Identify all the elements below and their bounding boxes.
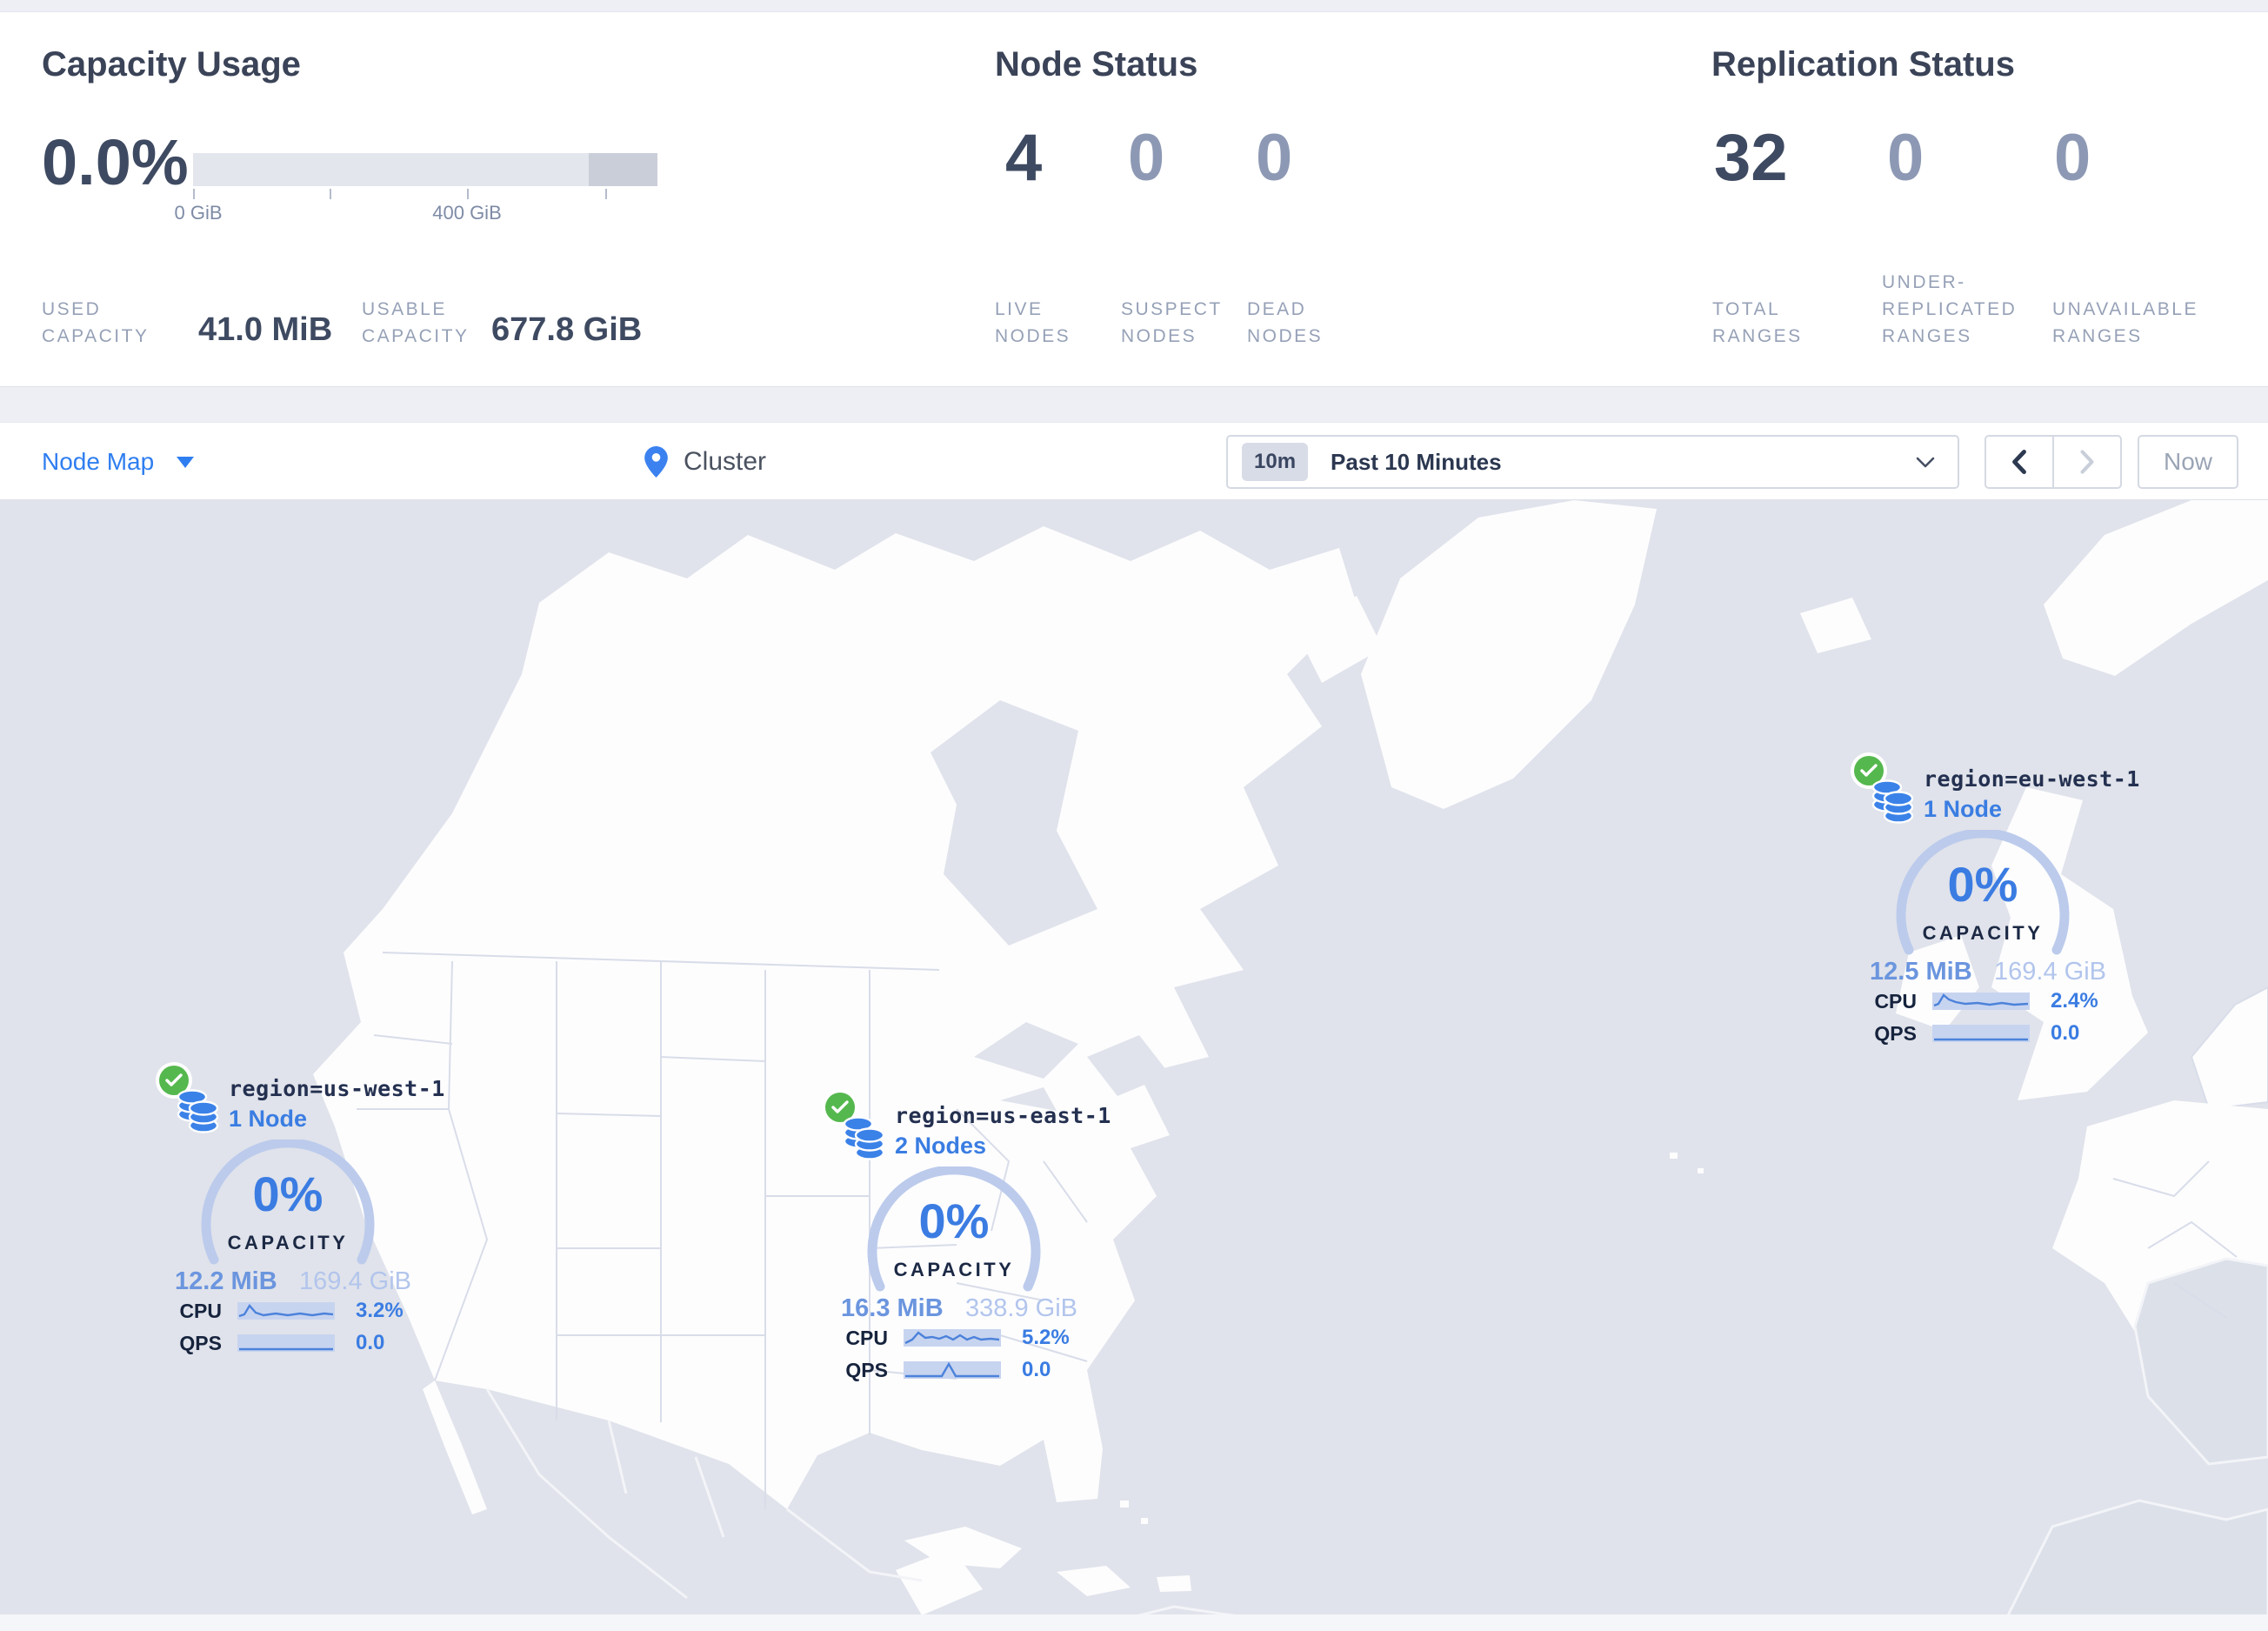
qps-sparkline	[237, 1334, 335, 1352]
time-range-selector[interactable]: 10m Past 10 Minutes	[1226, 435, 1959, 489]
now-button[interactable]: Now	[2138, 435, 2238, 489]
under-replicated-count: 0	[1887, 121, 1924, 195]
under-replicated-label: UNDER- REPLICATED RANGES	[1882, 272, 2018, 346]
capacity-bar-reserved-segment	[589, 153, 657, 186]
map-toolbar: Node Map Cluster 10m Past 10 Minutes Now	[0, 422, 2268, 500]
qps-label: QPS	[845, 1358, 888, 1381]
cpu-sparkline	[1932, 993, 2030, 1010]
svg-text:CAPACITY: CAPACITY	[894, 1259, 1015, 1280]
live-nodes-label: LIVE NODES	[995, 299, 1071, 346]
qps-sparkline	[904, 1361, 1001, 1379]
used-capacity-label: USED CAPACITY	[42, 299, 150, 346]
time-step-control	[1984, 435, 2122, 489]
region-name: region=eu-west-1	[1924, 766, 2140, 792]
database-icon	[1871, 779, 1914, 824]
qps-sparkline	[1932, 1025, 2030, 1042]
node-map: region=us-west-1 1 Node 0% CAPACITY 12.2…	[0, 500, 2268, 1631]
time-step-forward-button[interactable]	[2052, 437, 2120, 487]
cluster-summary-card: Capacity Usage 0.0% 0 GiB 400 GiB USED C…	[0, 11, 2268, 387]
region-node-count: 1 Node	[1924, 796, 2003, 822]
unavailable-ranges-label: UNAVAILABLE RANGES	[2052, 299, 2198, 346]
axis-label-400: 400 GiB	[432, 202, 502, 224]
cpu-value: 2.4%	[2051, 989, 2098, 1013]
live-nodes-count: 4	[1005, 121, 1043, 195]
region-total-capacity: 169.4 GiB	[299, 1267, 411, 1295]
qps-value: 0.0	[1022, 1358, 1051, 1381]
chevron-left-icon	[2012, 450, 2026, 474]
region-used-capacity: 12.5 MiB	[1870, 958, 1972, 986]
chevron-down-icon	[1916, 457, 1935, 467]
breadcrumb[interactable]: Cluster	[644, 423, 766, 501]
healthy-status-icon	[159, 1066, 189, 1095]
world-map	[0, 500, 2268, 1631]
database-icon	[177, 1089, 219, 1133]
cpu-sparkline	[237, 1302, 335, 1320]
view-selector-label: Node Map	[42, 448, 155, 475]
qps-value: 0.0	[2051, 1021, 2080, 1045]
time-range-label: Past 10 Minutes	[1331, 448, 1502, 475]
usable-capacity-label: USABLE CAPACITY	[362, 299, 470, 346]
total-ranges-count: 32	[1714, 121, 1788, 195]
unavailable-ranges-count: 0	[2054, 121, 2091, 195]
capacity-bar-track	[193, 153, 657, 186]
replication-status-title: Replication Status	[1711, 45, 2015, 84]
time-step-back-button[interactable]	[1986, 437, 2052, 487]
region-name: region=us-east-1	[895, 1103, 1111, 1128]
region-total-capacity: 338.9 GiB	[965, 1294, 1077, 1322]
qps-value: 0.0	[356, 1331, 385, 1354]
region-marker-eu-west-1[interactable]: region=eu-west-1 1 Node 0% CAPACITY 12.5…	[1854, 756, 2139, 1056]
cpu-label: CPU	[179, 1299, 222, 1322]
used-capacity-value: 41.0 MiB	[198, 311, 333, 348]
cpu-label: CPU	[845, 1326, 888, 1349]
suspect-nodes-label: SUSPECT NODES	[1121, 299, 1223, 346]
total-ranges-label: TOTAL RANGES	[1712, 299, 1803, 346]
region-node-count: 1 Node	[229, 1106, 308, 1132]
map-bottom-edge	[0, 1614, 2268, 1631]
svg-text:CAPACITY: CAPACITY	[1923, 922, 2044, 944]
region-marker-us-west-1[interactable]: region=us-west-1 1 Node 0% CAPACITY 12.2…	[159, 1066, 444, 1366]
cpu-label: CPU	[1874, 989, 1917, 1013]
dead-nodes-count: 0	[1256, 121, 1293, 195]
svg-text:0%: 0%	[919, 1193, 990, 1248]
dead-nodes-label: DEAD NODES	[1247, 299, 1324, 346]
svg-text:0%: 0%	[1948, 857, 2018, 912]
region-name: region=us-west-1	[229, 1076, 445, 1101]
time-range-badge: 10m	[1242, 443, 1309, 481]
region-marker-us-east-1[interactable]: region=us-east-1 2 Nodes 0% CAPACITY 16.…	[825, 1093, 1111, 1393]
healthy-status-icon	[825, 1093, 855, 1122]
capacity-axis-ticks	[193, 186, 657, 199]
state-borders	[357, 952, 1088, 1509]
axis-label-0: 0 GiB	[174, 202, 223, 224]
capacity-percent: 0.0%	[42, 126, 189, 198]
region-used-capacity: 12.2 MiB	[175, 1267, 277, 1295]
suspect-nodes-count: 0	[1128, 121, 1165, 195]
region-node-count: 2 Nodes	[895, 1133, 987, 1159]
database-icon	[843, 1116, 885, 1160]
healthy-status-icon	[1854, 756, 1884, 785]
qps-label: QPS	[1874, 1021, 1917, 1045]
cpu-sparkline	[904, 1329, 1001, 1347]
cpu-value: 5.2%	[1022, 1326, 1070, 1349]
region-total-capacity: 169.4 GiB	[1994, 958, 2106, 986]
capacity-bar: 0 GiB 400 GiB	[174, 153, 657, 228]
view-selector-dropdown[interactable]: Node Map	[42, 423, 195, 501]
cpu-value: 3.2%	[356, 1299, 404, 1322]
chevron-down-icon	[177, 456, 195, 468]
capacity-usage-title: Capacity Usage	[42, 45, 301, 84]
svg-text:0%: 0%	[253, 1166, 324, 1221]
node-status-title: Node Status	[995, 45, 1198, 84]
region-used-capacity: 16.3 MiB	[841, 1294, 944, 1322]
usable-capacity-value: 677.8 GiB	[491, 311, 643, 348]
breadcrumb-label: Cluster	[684, 447, 767, 476]
qps-label: QPS	[179, 1331, 222, 1354]
chevron-right-icon	[2080, 450, 2094, 474]
map-pin-icon	[644, 446, 668, 478]
svg-text:CAPACITY: CAPACITY	[228, 1232, 349, 1253]
